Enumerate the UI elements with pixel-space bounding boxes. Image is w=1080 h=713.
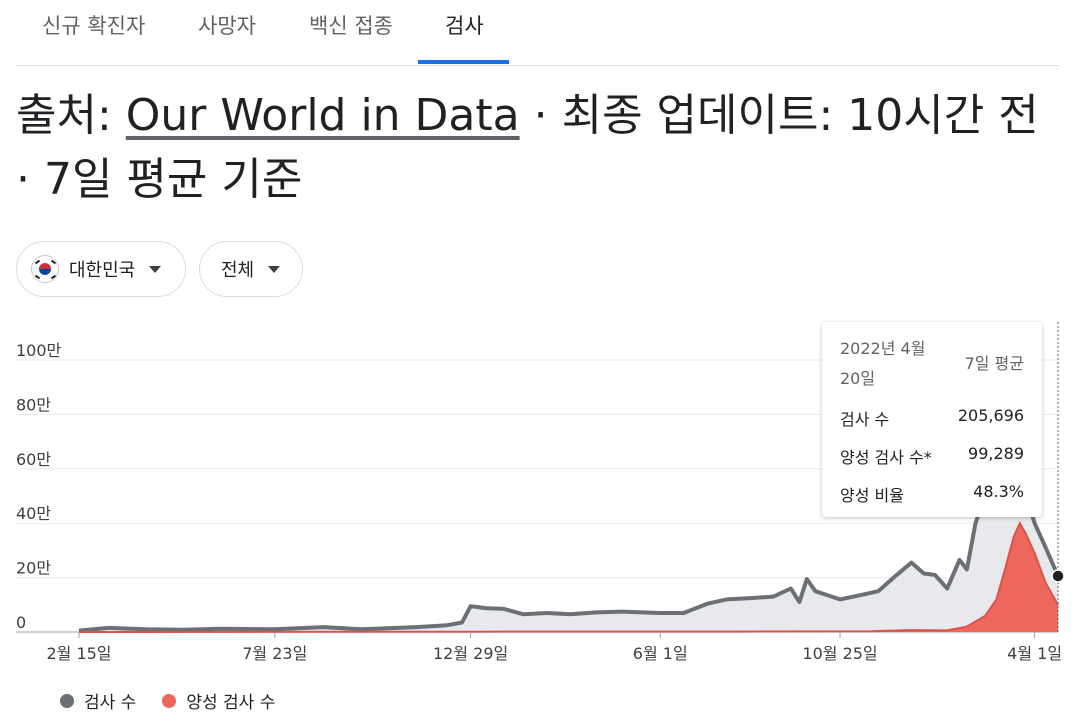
tab-vaccinations[interactable]: 백신 접종	[309, 14, 393, 38]
tooltip-row-label: 검사 수	[840, 410, 890, 429]
y-tick-label: 20만	[16, 559, 51, 578]
x-tick-label: 4월 1일	[1007, 644, 1062, 663]
x-tick-label: 12월 29일	[433, 644, 508, 663]
y-tick-label: 80만	[16, 395, 51, 414]
legend-dot-tests	[60, 693, 74, 708]
legend-label-positive-tests: 양성 검사 수	[186, 693, 276, 713]
tab-bar: 신규 확진자 사망자 백신 접종 검사	[16, 0, 1059, 66]
tooltip-row-positive-rate: 양성 비율 48.3%	[840, 482, 1024, 506]
x-tick-label: 6월 1일	[633, 644, 688, 663]
tooltip-row-value: 99,289	[968, 444, 1024, 463]
x-tick-label: 7월 23일	[242, 644, 307, 663]
tests-chart[interactable]: 0 20만 40만 60만 80만 100만 2월 15일 7월 23일 12월 29일 6월 …	[0, 310, 1080, 685]
tooltip-row-value: 48.3%	[973, 482, 1024, 501]
tooltip-row-value: 205,696	[957, 406, 1024, 425]
tests-line	[78, 466, 1060, 633]
tab-tests[interactable]: 검사	[445, 14, 484, 38]
country-filter-label: 대한민국	[69, 260, 136, 281]
chevron-down-icon	[268, 265, 281, 273]
tab-new-cases[interactable]: 신규 확진자	[42, 14, 146, 38]
tooltip-row-positive-tests: 양성 검사 수* 99,289	[840, 444, 1024, 468]
y-tick-label: 40만	[16, 504, 51, 523]
tooltip-row-label: 양성 비율	[840, 486, 904, 505]
positive-tests-line	[78, 520, 1059, 633]
source-prefix: 출처:	[16, 90, 126, 141]
legend-label-tests: 검사 수	[84, 693, 137, 713]
update-info: · 최종 업데이트: 10시간 전 · 7일 평균 기준	[16, 90, 1039, 205]
source-link[interactable]: Our World in Data	[125, 90, 520, 141]
chart-legend: 검사 수 양성 검사 수	[60, 688, 275, 713]
tab-deaths[interactable]: 사망자	[198, 14, 256, 38]
scope-filter-label: 전체	[221, 260, 255, 281]
chart-tooltip: 2022년 4월 20일 7일 평균 검사 수 205,696 양성 검사 수*…	[822, 322, 1042, 517]
country-filter-chip[interactable]: 대한민국	[16, 241, 186, 297]
active-tab-indicator	[418, 60, 509, 64]
tooltip-date: 2022년 4월 20일	[840, 339, 926, 388]
y-tick-label: 60만	[16, 450, 51, 469]
source-headline: 출처: Our World in Data · 최종 업데이트: 10시간 전 …	[16, 84, 1066, 212]
x-tick-label: 10월 25일	[802, 644, 877, 663]
tooltip-basis: 7일 평균	[964, 354, 1024, 373]
tooltip-row-label: 양성 검사 수*	[840, 448, 932, 467]
korea-flag-icon	[31, 255, 59, 283]
y-tick-label: 100만	[16, 341, 62, 360]
chevron-down-icon	[149, 265, 162, 273]
y-tick-label: 0	[16, 613, 26, 632]
tooltip-row-tests: 검사 수 205,696	[840, 406, 1024, 430]
scope-filter-chip[interactable]: 전체	[199, 241, 303, 297]
legend-dot-positive-tests	[162, 693, 177, 708]
x-tick-label: 2월 15일	[46, 644, 111, 663]
hover-point	[1051, 569, 1065, 583]
